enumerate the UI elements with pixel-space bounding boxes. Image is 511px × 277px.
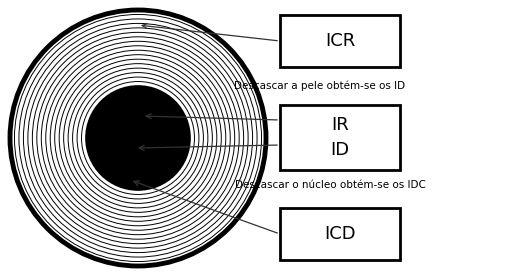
Circle shape (10, 10, 266, 266)
FancyBboxPatch shape (280, 208, 400, 260)
FancyBboxPatch shape (280, 15, 400, 67)
Text: ICR: ICR (325, 32, 355, 50)
FancyBboxPatch shape (280, 105, 400, 170)
Text: Descascar a pele obtém-se os ID: Descascar a pele obtém-se os ID (235, 81, 406, 91)
Text: Descascar o núcleo obtém-se os IDC: Descascar o núcleo obtém-se os IDC (235, 180, 426, 190)
Text: ICD: ICD (324, 225, 356, 243)
Text: IR
ID: IR ID (331, 116, 350, 159)
Circle shape (86, 86, 190, 190)
